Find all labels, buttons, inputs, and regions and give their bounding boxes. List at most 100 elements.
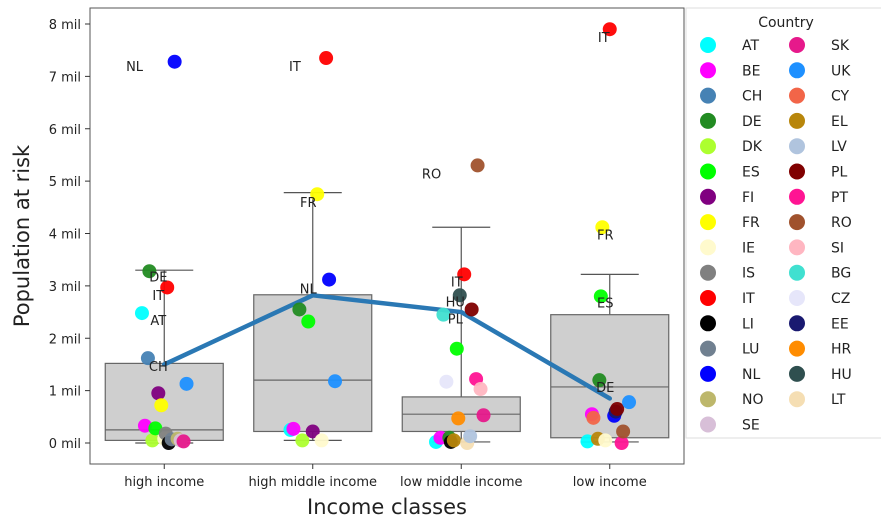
legend-label: SE [742,418,760,434]
legend-label: LV [831,139,847,155]
data-point [286,421,301,436]
data-point [151,386,166,401]
data-point [593,289,608,304]
data-point [595,220,610,235]
data-point [305,424,320,439]
legend-label: BG [831,266,851,282]
data-point [622,395,637,410]
y-tick-label: 0 mil [49,437,81,452]
data-point [470,158,485,173]
legend-label: SI [831,240,844,256]
legend-label: IT [742,291,755,307]
point-annotation: AT [150,314,166,329]
data-point [148,421,163,436]
point-annotation: FR [597,229,614,244]
x-tick-label: high middle income [248,475,377,490]
data-point [145,433,160,448]
data-point [140,351,155,366]
point-annotation: IT [451,276,463,291]
point-annotation: DE [596,381,614,396]
legend-marker [700,112,716,129]
legend-marker [700,340,716,357]
legend-marker [789,62,805,79]
legend-label: FI [742,190,754,206]
legend-marker [700,239,716,256]
legend-marker [700,62,716,79]
legend-marker [789,138,805,155]
legend-marker [789,264,805,281]
legend-marker [789,315,805,332]
point-annotation: PL [448,312,464,327]
data-point [464,302,479,317]
x-tick-label: high income [124,475,204,490]
data-point [154,398,169,413]
legend-frame [685,7,881,439]
point-annotation: NL [126,60,144,75]
data-point [452,288,467,303]
legend-label: NO [742,392,764,408]
point-annotation: ES [597,297,613,312]
y-tick-label: 3 mil [49,280,81,295]
legend-label: ES [742,165,760,181]
data-point [319,51,334,66]
legend-label: LU [742,342,759,358]
legend-label: EE [831,316,849,332]
legend-marker [789,37,805,53]
legend-label: LI [742,316,754,332]
data-point [322,272,337,287]
legend-label: DK [742,139,763,155]
legend-label: LT [831,392,846,408]
y-axis-label: Population at risk [10,144,34,327]
x-tick-label: low middle income [400,475,522,490]
data-point [292,302,307,317]
data-point [476,408,491,423]
data-point [602,22,617,37]
data-point [295,433,310,448]
point-annotation: CH [149,360,168,375]
legend-label: PT [831,190,848,206]
point-annotation: IT [289,60,301,75]
legend-label: UK [831,63,851,79]
legend-marker [789,188,805,205]
legend-marker [789,340,805,357]
legend-label: SK [831,38,850,54]
legend-label: RO [831,215,852,231]
legend-marker [700,315,716,332]
legend-marker [700,87,716,104]
y-tick-label: 4 mil [49,228,81,243]
legend-marker [700,214,716,231]
legend-marker [789,391,805,408]
legend-label: DE [742,114,762,130]
mean-line [162,293,612,401]
data-point [179,376,194,391]
legend-label: CZ [831,291,850,307]
legend-marker [700,365,716,382]
point-annotation: RO [422,167,441,182]
x-axis-label: Income classes [307,495,467,519]
legend-label: AT [742,38,759,54]
legend-marker [789,112,805,129]
legend-title: Country [758,15,814,31]
legend-marker [700,416,716,433]
data-point [463,429,478,444]
legend-label: BE [742,63,760,79]
data-point [592,373,607,388]
legend-label: IE [742,240,755,256]
data-point [328,374,343,389]
data-point [449,341,464,356]
data-point [160,280,175,295]
legend: Country AT BE CH DE DK ES FI FR IE IS IT LI LU NL NO SE… [685,7,881,439]
data-point [142,264,157,279]
legend-label: HU [831,367,852,383]
legend-marker [700,37,716,53]
legend-marker [700,138,716,155]
legend-marker [700,290,716,306]
data-point [616,424,631,439]
y-tick-label: 7 mil [49,70,81,85]
legend-marker [789,365,805,382]
point-annotation: IT [152,289,164,304]
data-point [473,382,488,397]
data-point [439,374,454,389]
plot-frame [89,7,685,465]
